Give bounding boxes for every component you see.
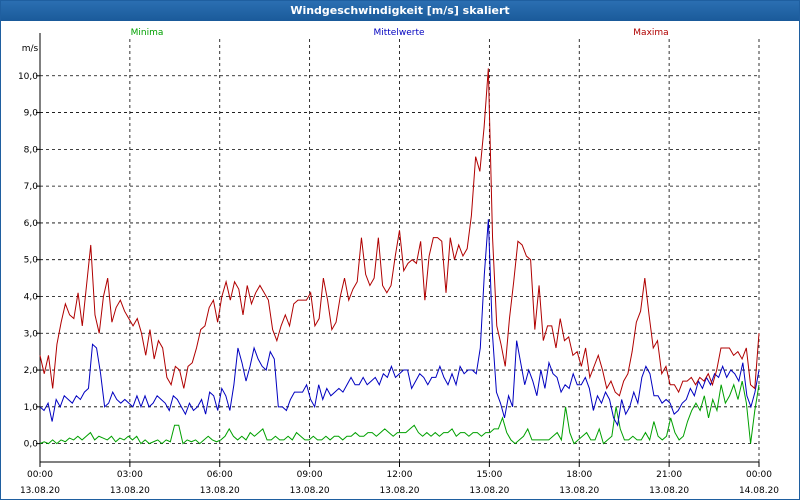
tick-labels: 0,0 1,0 2,0 3,0 4,0 5,0 6,0 7,0 8,0 9,0 10,0 00:00 1…	[18, 72, 779, 496]
x-tick-time-label: 15:00	[476, 470, 502, 480]
y-tick-label: 5,0	[24, 256, 39, 266]
x-tick-date-label: 13.08.20	[469, 486, 509, 496]
legend: Minima Mittelwerte Maxima	[131, 28, 669, 38]
y-tick-label: 2,0	[24, 366, 39, 376]
series-line-maxima	[39, 68, 760, 397]
x-tick-date-label: 13.08.20	[290, 486, 330, 496]
y-tick-label: 10,0	[18, 72, 38, 82]
y-tick-label: 3,0	[24, 329, 39, 339]
series-line-mittelwerte	[39, 219, 760, 427]
window-title: Windgeschwindigkeit [m/s] skaliert	[1, 1, 799, 21]
legend-mittelwerte: Mittelwerte	[373, 28, 424, 38]
legend-minima: Minima	[131, 28, 164, 38]
y-tick-label: 4,0	[24, 292, 39, 302]
legend-maxima: Maxima	[633, 28, 668, 38]
y-unit-label: m/s	[22, 44, 39, 54]
x-tick-time-label: 12:00	[387, 470, 413, 480]
y-tick-label: 1,0	[24, 403, 39, 413]
series-line-minima	[39, 380, 760, 445]
x-tick-time-label: 18:00	[566, 470, 592, 480]
x-tick-date-label: 13.08.20	[110, 486, 150, 496]
x-tick-date-label: 14.08.20	[739, 486, 779, 496]
x-tick-date-label: 13.08.20	[559, 486, 599, 496]
y-tick-label: 9,0	[24, 109, 39, 119]
x-tick-date-label: 13.08.20	[20, 486, 60, 496]
x-tick-date-label: 13.08.20	[379, 486, 419, 496]
x-tick-time-label: 03:00	[117, 470, 143, 480]
x-tick-time-label: 09:00	[297, 470, 323, 480]
x-tick-time-label: 21:00	[656, 470, 682, 480]
y-tick-label: 6,0	[24, 219, 39, 229]
y-tick-label: 8,0	[24, 145, 39, 155]
x-tick-time-label: 00:00	[746, 470, 772, 480]
series-lines	[39, 68, 760, 445]
y-tick-label: 7,0	[24, 182, 39, 192]
x-tick-date-label: 13.08.20	[649, 486, 689, 496]
axes	[36, 33, 760, 467]
x-tick-time-label: 00:00	[27, 470, 53, 480]
x-tick-date-label: 13.08.20	[200, 486, 240, 496]
grid	[39, 39, 760, 462]
x-tick-time-label: 06:00	[207, 470, 233, 480]
wind-speed-chart: m/s Minima Mittelwerte Maxima 0,0 1,0 2,0 3…	[18, 28, 779, 496]
y-tick-label: 0,0	[24, 440, 39, 450]
